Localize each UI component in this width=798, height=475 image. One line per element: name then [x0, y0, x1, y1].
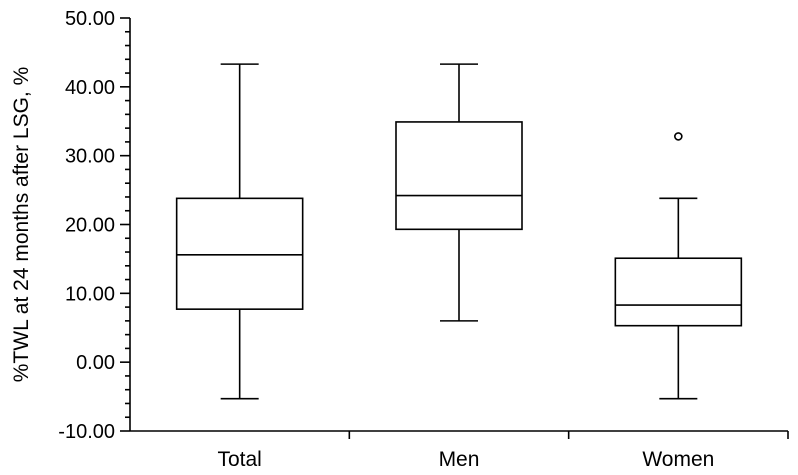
y-tick-label: -10.00 — [58, 421, 115, 443]
box-total — [175, 63, 304, 400]
y-tick-label: 30.00 — [65, 146, 115, 168]
y-tick-label: 50.00 — [65, 8, 115, 30]
y-tick-label: 20.00 — [65, 215, 115, 237]
box-women — [614, 132, 743, 400]
y-tick-label: 10.00 — [65, 283, 115, 305]
boxes — [175, 63, 743, 400]
x-category-label: Total — [217, 448, 261, 471]
interquartile-box — [614, 257, 743, 327]
box-men — [395, 63, 523, 322]
y-tick-label: 0.00 — [76, 352, 115, 374]
interquartile-box — [395, 121, 523, 231]
x-category-label: Men — [439, 448, 480, 471]
outlier-point — [674, 132, 683, 141]
x-category-label: Women — [642, 448, 714, 471]
interquartile-box — [175, 197, 304, 310]
y-tick-label: 40.00 — [65, 77, 115, 99]
x-axis: Total Men Women — [130, 430, 789, 471]
y-axis: -10.00 0.00 10.00 20.00 30.00 40.00 50.00 — [58, 8, 131, 443]
y-axis-title: %TWL at 24 months after LSG, % — [10, 67, 33, 383]
